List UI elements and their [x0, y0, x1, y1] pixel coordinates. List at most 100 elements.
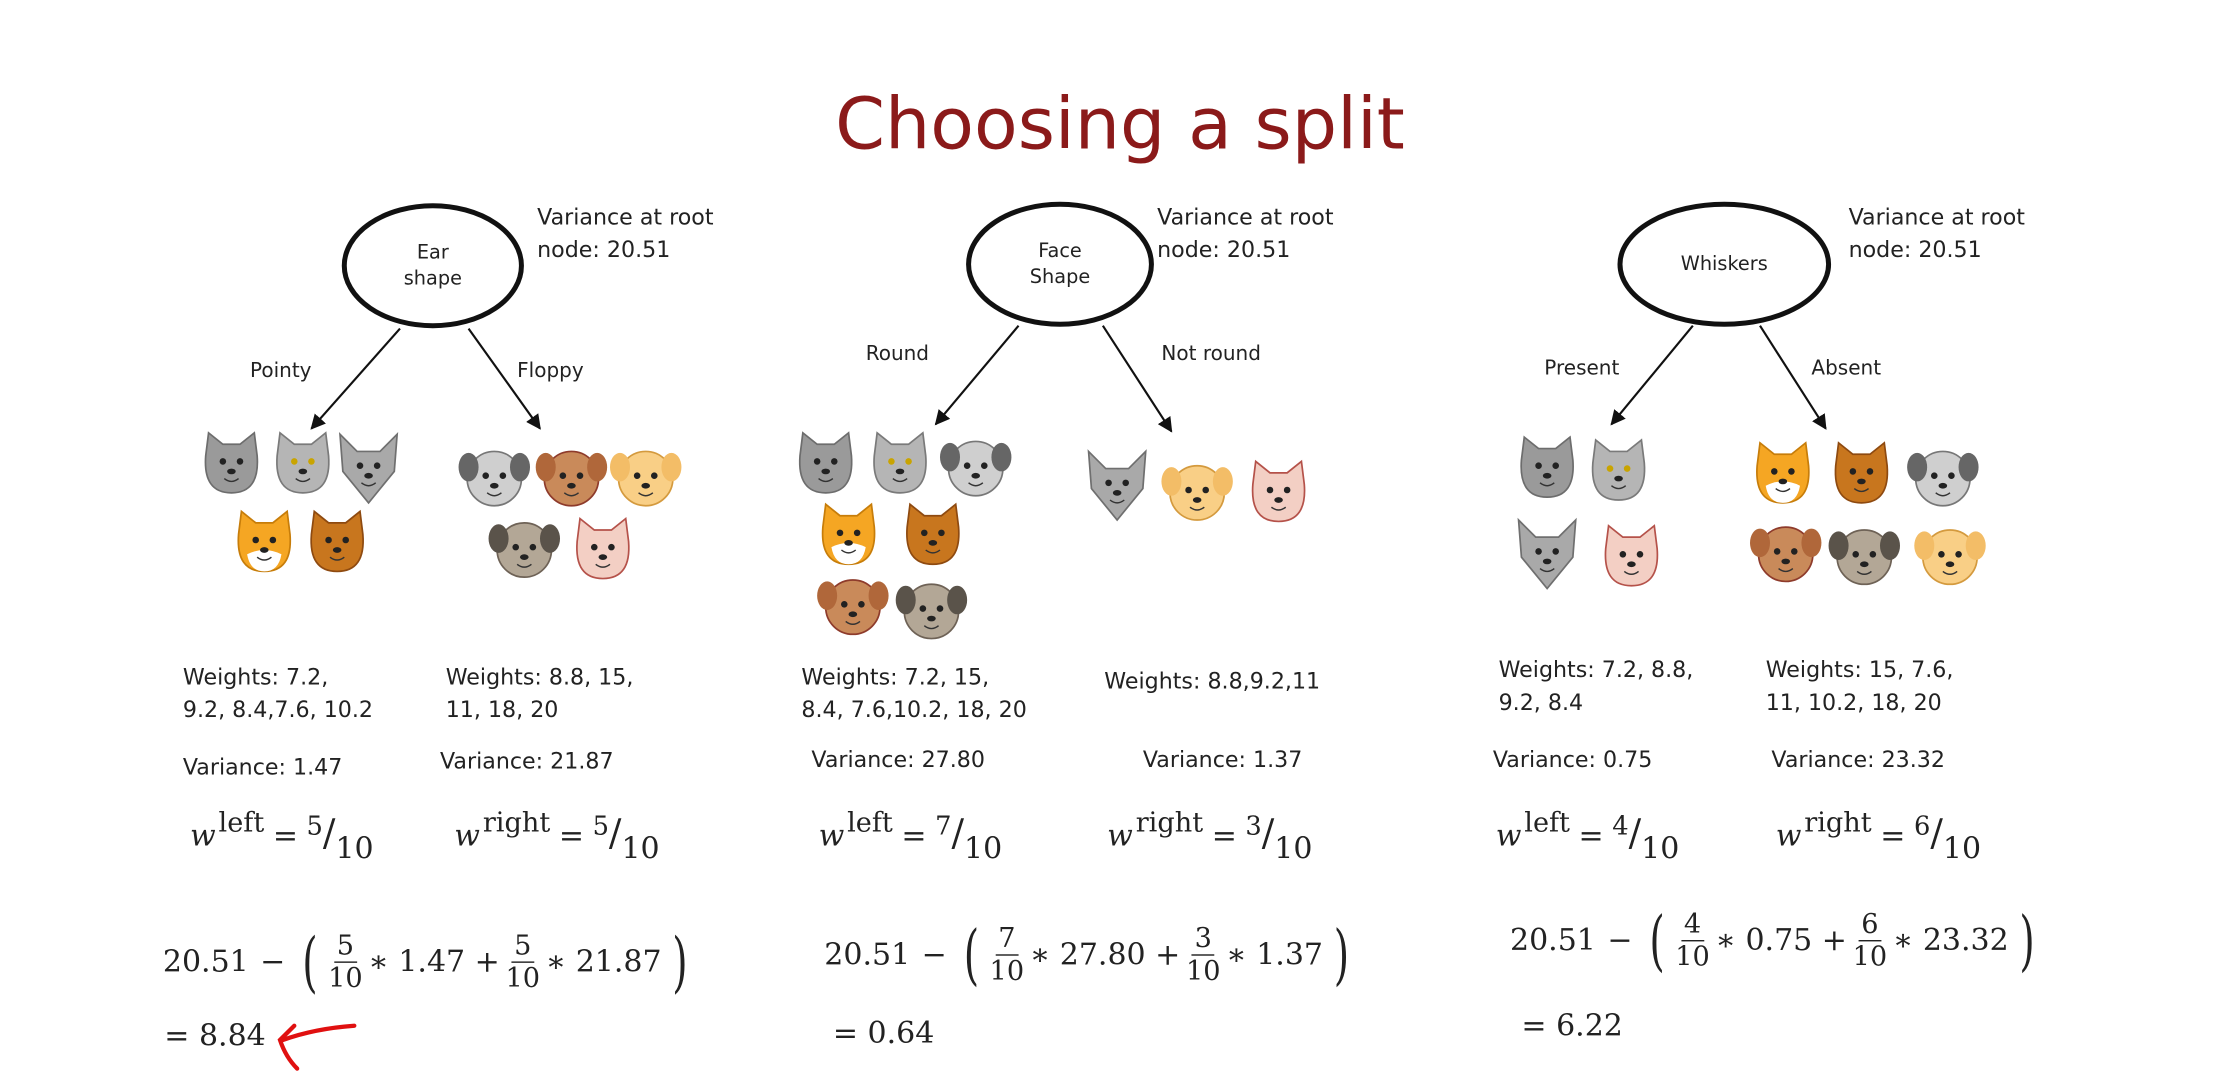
close-paren: ) [1333, 915, 1350, 993]
brown-dog-icon [817, 579, 889, 636]
left-branch-label: Round [866, 343, 929, 366]
brown-dog-icon [1749, 526, 1822, 583]
root-variance: Variance at root node: 20.51 [537, 201, 713, 267]
denominator: 10 [505, 962, 541, 994]
right-weights-line: Weights: 15, 7.6, [1765, 657, 1954, 683]
right-branch-text: Absent [1811, 357, 1882, 380]
left-variance-text: Variance: 0.75 [1492, 747, 1653, 773]
root-variance-value: 20.51 [1509, 922, 1596, 958]
gray-dog-icon [458, 450, 530, 507]
left-weights: Weights: 7.2, 8.8, 9.2, 8.4 [1499, 654, 1694, 720]
right-weights-line: 11, 10.2, 18, 20 [1765, 689, 1942, 716]
right-variance: Variance: 23.32 [1771, 744, 1945, 777]
orange-white-cat-icon [237, 509, 292, 573]
fraction-denominator: 10 [1641, 831, 1680, 866]
equals-sign: = [1578, 818, 1604, 853]
right-weights-line: 11, 18, 20 [445, 697, 559, 723]
weight-superscript: left [1524, 807, 1570, 839]
gray-cat-icon [204, 431, 259, 494]
pink-cat-icon [576, 516, 630, 580]
fraction: 5 10 [506, 929, 541, 993]
equals-sign: = [901, 818, 927, 853]
fraction-numerator: 4 [1612, 811, 1629, 842]
left-branch-arrow [934, 325, 1020, 426]
pug-dog-icon [488, 521, 560, 578]
fraction-slash: / [1628, 812, 1642, 856]
decision-node [966, 201, 1154, 327]
gray-cat-yellow-eyes-icon [276, 431, 330, 494]
gray-wolf-cat-icon [1517, 517, 1577, 590]
left-variance-text: Variance: 27.80 [811, 747, 985, 773]
weight-symbol: w [1775, 818, 1802, 853]
w-left-formula: w left = 4/10 [1496, 807, 1680, 866]
node-label: Whiskers [1639, 251, 1810, 277]
pug-dog-icon [895, 583, 968, 640]
weight-symbol: w [189, 818, 216, 853]
brown-dog-icon [535, 450, 608, 507]
root-variance-line: Variance at root [1157, 204, 1334, 230]
result-value: = 8.84 [164, 1019, 265, 1053]
right-branch-arrow [467, 327, 541, 430]
fraction-slash: / [322, 812, 336, 856]
right-branch-arrow [1759, 325, 1827, 430]
weight-superscript: left [218, 807, 265, 839]
node-label: Ear shape [347, 240, 518, 291]
left-branch-label: Present [1544, 357, 1619, 380]
numerator: 5 [333, 929, 357, 963]
numerator: 5 [511, 929, 535, 963]
right-variance-text: Variance: 21.87 [439, 748, 614, 775]
open-paren: ( [301, 922, 318, 1000]
fraction: 6 10 [1853, 908, 1888, 972]
right-branch-arrow [1101, 325, 1173, 433]
numerator: 3 [1191, 922, 1215, 955]
weight-superscript: right [482, 807, 551, 839]
left-term: ∗ 27.80 + [1029, 937, 1181, 972]
weight-symbol: w [1495, 818, 1522, 853]
left-weights-line: Weights: 7.2, [182, 664, 329, 690]
fraction-numerator: 7 [935, 811, 952, 842]
right-branch-label: Not round [1161, 343, 1260, 366]
right-variance: Variance: 1.37 [1143, 744, 1302, 777]
fraction-denominator: 10 [1942, 831, 1982, 866]
denominator: 10 [328, 962, 363, 994]
node-label-line: Ear [416, 241, 449, 265]
fraction-denominator: 10 [964, 831, 1003, 866]
close-paren: ) [2019, 901, 2035, 979]
left-variance: Variance: 0.75 [1493, 744, 1652, 777]
red-arrow-annotation [277, 1023, 357, 1071]
fraction-slash: / [1930, 812, 1943, 856]
w-right-formula: w right = 5/10 [454, 807, 659, 866]
close-paren: ) [672, 922, 688, 1000]
gray-cat-yellow-eyes-icon [1591, 438, 1646, 501]
right-variance-text: Variance: 23.32 [1771, 747, 1945, 773]
equals-sign: = [1211, 818, 1237, 853]
weight-symbol: w [818, 818, 845, 853]
right-branch-label: Absent [1811, 357, 1881, 380]
right-term: ∗ 21.87 [545, 944, 662, 979]
left-weights: Weights: 7.2, 9.2, 8.4,7.6, 10.2 [183, 661, 373, 727]
left-weights-line: 9.2, 8.4 [1498, 689, 1584, 716]
left-variance-text: Variance: 1.47 [182, 754, 343, 780]
fraction: 5 10 [328, 929, 363, 993]
gray-dog-icon [939, 440, 1012, 497]
information-gain-equation: 20.51−(5 10 ∗ 1.47 +5 10 ∗ 21.87) [163, 929, 693, 995]
right-weights-line: Weights: 8.8, 15, [445, 664, 634, 690]
left-branch-label: Pointy [250, 360, 311, 383]
fraction-numerator: 5 [592, 811, 609, 842]
left-branch-text: Present [1544, 357, 1620, 380]
equals-sign: = [1880, 818, 1906, 853]
minus-sign: − [260, 944, 286, 979]
fraction: 7 10 [990, 922, 1025, 986]
node-label: Face Shape [974, 239, 1145, 290]
information-gain-equation: 20.51−(4 10 ∗ 0.75 +6 10 ∗ 23.32) [1510, 907, 2040, 973]
right-variance-text: Variance: 1.37 [1142, 747, 1303, 773]
fraction-denominator: 10 [621, 831, 660, 866]
weight-symbol: w [454, 818, 480, 853]
weight-superscript: right [1804, 807, 1872, 839]
numerator: 6 [1858, 908, 1882, 941]
minus-sign: − [1607, 922, 1633, 958]
numerator: 7 [995, 922, 1019, 955]
decision-node [1617, 201, 1832, 327]
right-weights: Weights: 8.8,9.2,11 [1104, 666, 1320, 699]
left-branch-arrow [1610, 325, 1694, 426]
